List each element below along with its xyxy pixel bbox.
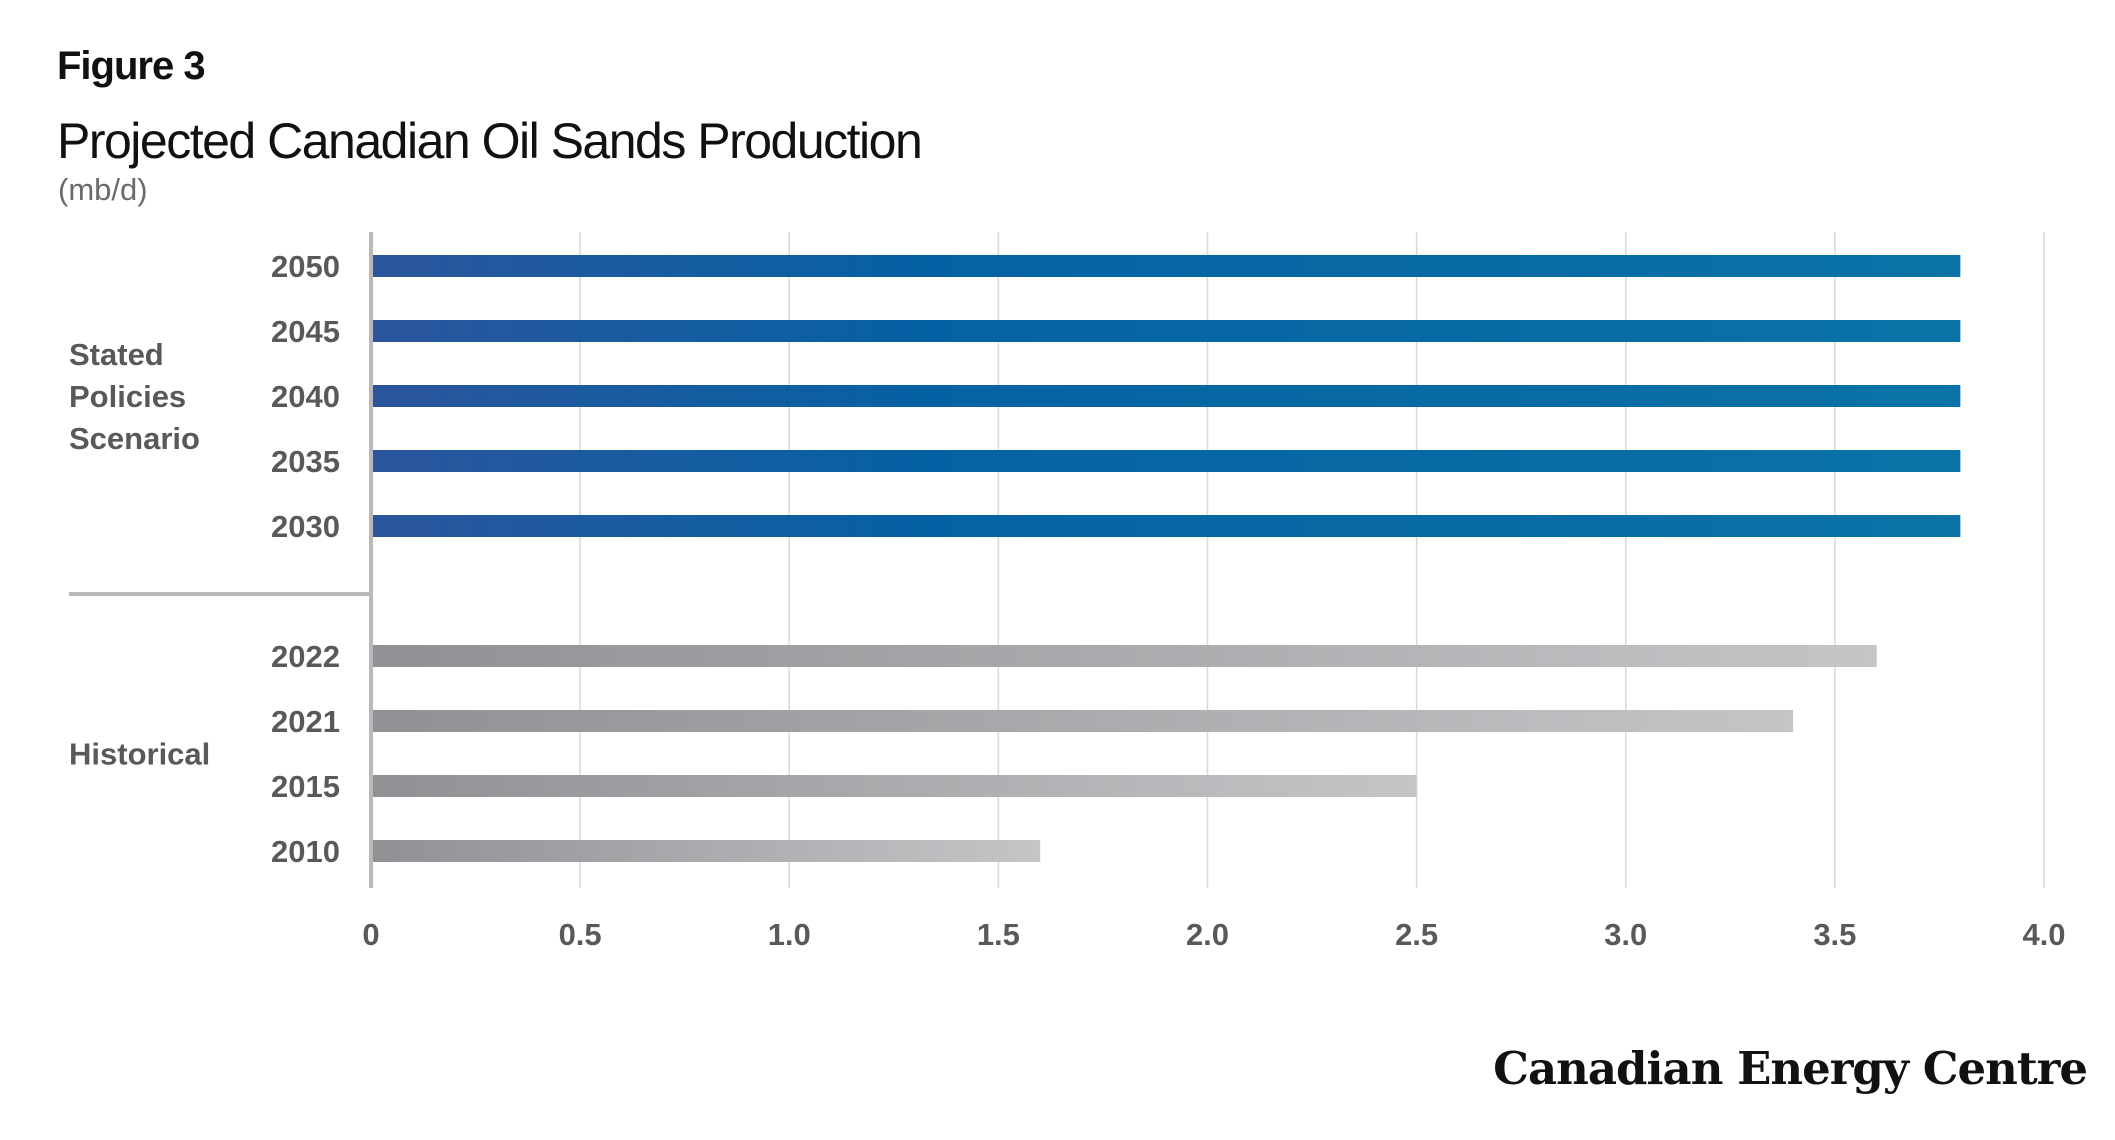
y-tick-label: 2021 xyxy=(271,704,340,739)
x-tick-label: 4.0 xyxy=(2022,917,2065,952)
y-tick-label: 2010 xyxy=(271,834,340,869)
group-label-line: Policies xyxy=(69,379,186,414)
y-tick-label: 2035 xyxy=(271,444,340,479)
group-label: Stated Policies Scenario xyxy=(69,337,200,456)
x-tick-label: 0.5 xyxy=(559,917,602,952)
bar-2021 xyxy=(373,710,1794,732)
x-tick-label: 3.5 xyxy=(1813,917,1856,952)
x-tick-label: 1.5 xyxy=(977,917,1020,952)
group-label: Historical xyxy=(69,737,210,772)
x-tick-label: 2.0 xyxy=(1186,917,1229,952)
bar-2035 xyxy=(373,450,1961,472)
group-label-line: Historical xyxy=(69,737,210,772)
y-tick-label: 2045 xyxy=(271,314,340,349)
x-tick-label: 0 xyxy=(362,917,379,952)
group-label-line: Stated xyxy=(69,337,164,372)
axes xyxy=(69,232,373,888)
bar-2015 xyxy=(373,775,1417,797)
bar-2040 xyxy=(373,385,1961,407)
x-tick-label: 2.5 xyxy=(1395,917,1438,952)
x-tick-label: 3.0 xyxy=(1604,917,1647,952)
y-tick-label: 2030 xyxy=(271,509,340,544)
bar-2045 xyxy=(373,320,1961,342)
y-tick-label: 2015 xyxy=(271,769,340,804)
bars xyxy=(373,255,1961,862)
bar-2022 xyxy=(373,645,1877,667)
brand-logo-text: Canadian Energy Centre xyxy=(1493,1042,2088,1095)
group-label-line: Scenario xyxy=(69,421,200,456)
x-tick-label: 1.0 xyxy=(768,917,811,952)
y-tick-label: 2050 xyxy=(271,249,340,284)
chart-unit: (mb/d) xyxy=(58,172,148,207)
figure-label: Figure 3 xyxy=(57,44,206,88)
bar-2050 xyxy=(373,255,1961,277)
bar-2010 xyxy=(373,840,1041,862)
y-tick-label: 2040 xyxy=(271,379,340,414)
bar-2030 xyxy=(373,515,1961,537)
chart-title: Projected Canadian Oil Sands Production xyxy=(57,113,923,169)
labels: 0 0.5 1.0 1.5 2.0 2.5 3.0 3.5 4.0 2050 2045 2040 203… xyxy=(69,249,2066,952)
y-tick-label: 2022 xyxy=(271,639,340,674)
